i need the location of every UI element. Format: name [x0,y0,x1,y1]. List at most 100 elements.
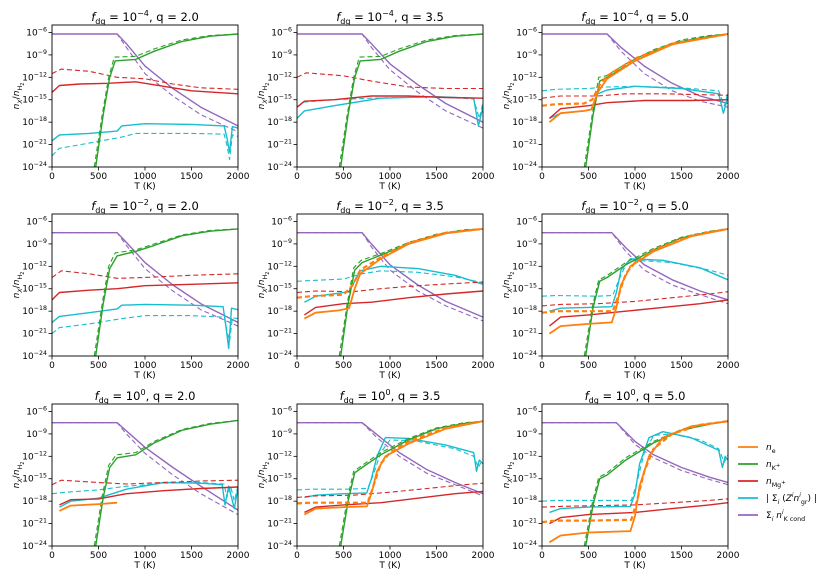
series-gr-solid [549,431,728,514]
y-axis-label: nX/nH2 [257,83,271,110]
y-tick-label: 10−9 [271,238,292,250]
series-ne-dashed [297,227,483,299]
subplot-title: fdg = 10−2, q = 2.0 [91,198,199,215]
series-gr-dashed [52,315,238,342]
series-cond-solid [542,232,728,301]
x-tick-label: 1000 [624,551,647,561]
series-gr-solid [304,265,483,303]
x-tick-label: 500 [580,361,597,371]
y-axis-label: nX/nH2 [12,462,26,489]
y-tick-label: 10−12 [22,450,47,462]
subplot-title: fdg = 10−4, q = 2.0 [91,9,199,26]
y-axis-label: nX/nH2 [502,272,516,299]
subplot-5: fdg = 10−2, q = 3.5 0 500 1000 1500 2000 10−24… [257,198,495,381]
legend-item-ne: ne [738,443,776,455]
y-tick-label: 10−21 [512,139,537,151]
y-tick-label: 10−9 [26,238,47,250]
y-tick-label: 10−24 [512,540,537,552]
x-tick-label: 0 [539,361,545,371]
series-cond-dashed [52,232,238,327]
y-tick-label: 10−9 [516,238,537,250]
y-tick-label: 10−15 [22,94,47,106]
subplot-3: fdg = 10−4, q = 5.0 0 500 1000 1500 2000 10−24… [502,9,740,192]
x-tick-label: 1000 [134,361,157,371]
y-tick-label: 10−21 [22,328,47,340]
x-tick-label: 1500 [425,172,448,182]
series-gr-solid [549,85,728,120]
series-nMg-dashed [52,479,238,486]
legend: ne nK+ nMg+ | Σi (Zinigr) | Σi niK cond [738,443,817,523]
y-tick-label: 10−15 [267,283,292,295]
x-tick-label: 0 [49,172,55,182]
x-tick-label: 2000 [227,172,250,182]
series-nMg-solid [52,81,238,95]
legend-label: | Σi (Zinigr) | [766,493,817,506]
y-tick-label: 10−15 [267,473,292,485]
y-tick-label: 10−9 [516,428,537,440]
y-tick-label: 10−18 [512,116,537,128]
series-ne-solid [548,420,728,544]
series-ne-dashed [542,32,728,107]
y-tick-label: 10−6 [516,215,537,227]
subplot-9: fdg = 100, q = 5.0 0 500 1000 1500 2000 10−24 1… [502,388,740,571]
y-tick-label: 10−21 [512,518,537,530]
subplot-2: fdg = 10−4, q = 3.5 0 500 1000 1500 2000 10−24… [257,9,495,192]
y-tick-label: 10−12 [22,260,47,272]
legend-label: ne [766,443,776,455]
x-tick-label: 2000 [472,172,495,182]
y-tick-label: 10−24 [22,161,47,173]
series-nK-solid [585,420,728,546]
y-tick-label: 10−18 [22,116,47,128]
series-nK-dashed [93,419,238,546]
x-tick-label: 1000 [379,551,402,561]
x-tick-label: 0 [539,551,545,561]
x-tick-label: 1500 [670,172,693,182]
series-gr-solid [52,303,238,350]
series-cond-solid [297,33,483,123]
y-tick-label: 10−21 [512,328,537,340]
axes-frame [296,213,484,357]
y-axis-label: nX/nH2 [12,272,26,299]
subplot-7: fdg = 100, q = 2.0 0 500 1000 1500 2000 10−24 1… [12,388,250,571]
x-axis-label: T (K) [133,182,155,192]
series-cond-solid [542,33,728,105]
series-gr-solid [297,96,483,127]
x-tick-label: 0 [539,172,545,182]
series-cond-dashed [297,33,483,129]
x-tick-label: 0 [49,551,55,561]
y-tick-label: 10−6 [516,405,537,417]
series-nMg-solid [304,290,483,316]
y-tick-label: 10−21 [267,328,292,340]
x-tick-label: 1500 [670,361,693,371]
y-tick-label: 10−24 [267,350,292,362]
x-tick-label: 1500 [180,172,203,182]
subplot-4: fdg = 10−2, q = 2.0 0 500 1000 1500 2000 10−24… [12,198,250,381]
series-nMg-solid [52,282,238,301]
subplot-title: fdg = 10−2, q = 5.0 [581,198,689,215]
series-cond-dashed [542,33,728,108]
x-tick-label: 500 [335,361,352,371]
series-nMg-solid [297,95,483,108]
series-gr-solid [304,436,483,499]
y-axis-label: nX/nH2 [502,462,516,489]
series-nK-solid [340,420,483,546]
y-tick-label: 10−6 [271,26,292,38]
x-tick-label: 1500 [180,361,203,371]
y-tick-label: 10−18 [267,495,292,507]
subplot-title: fdg = 10−4, q = 3.5 [336,9,444,26]
series-ne-solid [59,501,118,512]
series-nMg-dashed [297,72,483,90]
x-tick-label: 2000 [472,361,495,371]
series-gr-dashed [52,132,238,161]
y-tick-label: 10−18 [267,305,292,317]
legend-item-nMg: nMg+ [738,477,786,489]
y-tick-label: 10−9 [271,49,292,61]
x-tick-label: 2000 [717,361,740,371]
x-tick-label: 0 [294,551,300,561]
x-tick-label: 0 [294,172,300,182]
series-nK-solid [95,228,238,356]
y-tick-label: 10−18 [267,116,292,128]
x-tick-label: 1000 [134,551,157,561]
x-tick-label: 500 [580,172,597,182]
